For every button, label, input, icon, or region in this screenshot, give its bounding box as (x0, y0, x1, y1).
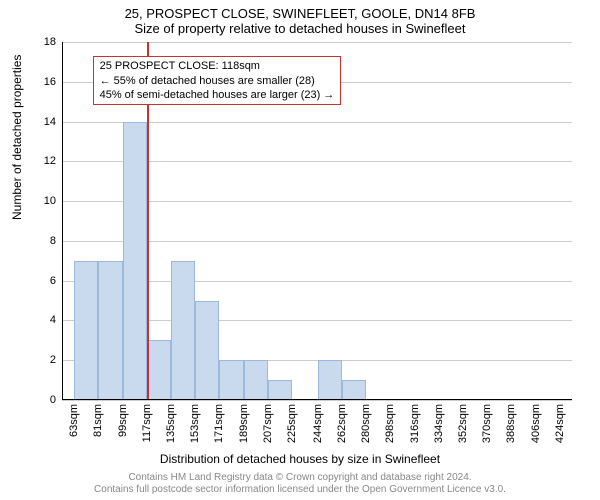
x-tick-label: 352sqm (457, 404, 469, 443)
x-tick-label: 171sqm (213, 404, 225, 443)
gridline (62, 400, 572, 401)
histogram-bar (147, 340, 171, 400)
histogram-bar (98, 261, 122, 400)
footer-line-2: Contains full postcode sector informatio… (0, 484, 600, 496)
x-axis-label: Distribution of detached houses by size … (0, 452, 600, 466)
histogram-bar (171, 261, 195, 400)
y-tick-label: 14 (44, 116, 56, 128)
y-tick-label: 0 (50, 394, 56, 406)
footer-line-1: Contains HM Land Registry data © Crown c… (0, 472, 600, 484)
x-tick-label: 153sqm (189, 404, 201, 443)
x-tick-label: 81sqm (92, 404, 104, 437)
y-axis-label: Number of detached properties (10, 55, 24, 220)
x-tick-label: 99sqm (117, 404, 129, 437)
y-tick-label: 4 (50, 314, 56, 326)
x-tick-label: 298sqm (384, 404, 396, 443)
x-tick-label: 117sqm (141, 404, 153, 442)
x-tick-label: 370sqm (481, 404, 493, 443)
x-tick-label: 244sqm (312, 404, 324, 443)
y-tick-label: 2 (50, 354, 56, 366)
annotation-box: 25 PROSPECT CLOSE: 118sqm ← 55% of detac… (93, 56, 342, 105)
footer-attribution: Contains HM Land Registry data © Crown c… (0, 472, 600, 496)
y-tick-label: 12 (44, 155, 56, 167)
x-tick-label: 225sqm (286, 404, 298, 443)
histogram-bar (268, 380, 292, 400)
histogram-bar (342, 380, 366, 400)
x-tick-label: 262sqm (336, 404, 348, 443)
x-tick-label: 316sqm (409, 404, 421, 443)
y-tick-label: 8 (50, 235, 56, 247)
histogram-bar (195, 301, 219, 400)
x-tick-label: 388sqm (505, 404, 517, 443)
x-tick-label: 424sqm (554, 404, 566, 443)
x-tick-label: 334sqm (433, 404, 445, 443)
chart-title-main: 25, PROSPECT CLOSE, SWINEFLEET, GOOLE, D… (0, 6, 600, 21)
x-tick-label: 189sqm (238, 404, 250, 443)
y-axis-line (62, 42, 63, 400)
histogram-bar (74, 261, 98, 400)
y-tick-label: 6 (50, 275, 56, 287)
x-tick-label: 207sqm (262, 404, 274, 443)
histogram-bar (318, 360, 342, 400)
x-tick-label: 63sqm (68, 404, 80, 437)
x-tick-label: 135sqm (165, 404, 177, 443)
annotation-line-1: 25 PROSPECT CLOSE: 118sqm (100, 59, 335, 73)
annotation-line-3: 45% of semi-detached houses are larger (… (100, 88, 335, 102)
histogram-bar (219, 360, 243, 400)
annotation-line-2: ← 55% of detached houses are smaller (28… (100, 74, 335, 88)
histogram-bar (123, 122, 147, 400)
y-tick-label: 10 (44, 195, 56, 207)
chart-title-sub: Size of property relative to detached ho… (0, 21, 600, 36)
gridline (62, 42, 572, 43)
x-tick-label: 406sqm (530, 404, 542, 443)
y-tick-label: 16 (44, 76, 56, 88)
histogram-bar (244, 360, 268, 400)
x-tick-label: 280sqm (360, 404, 372, 443)
plot-area: 02468101214161863sqm81sqm99sqm117sqm135s… (62, 42, 572, 400)
x-axis-line (62, 399, 572, 400)
y-tick-label: 18 (44, 36, 56, 48)
